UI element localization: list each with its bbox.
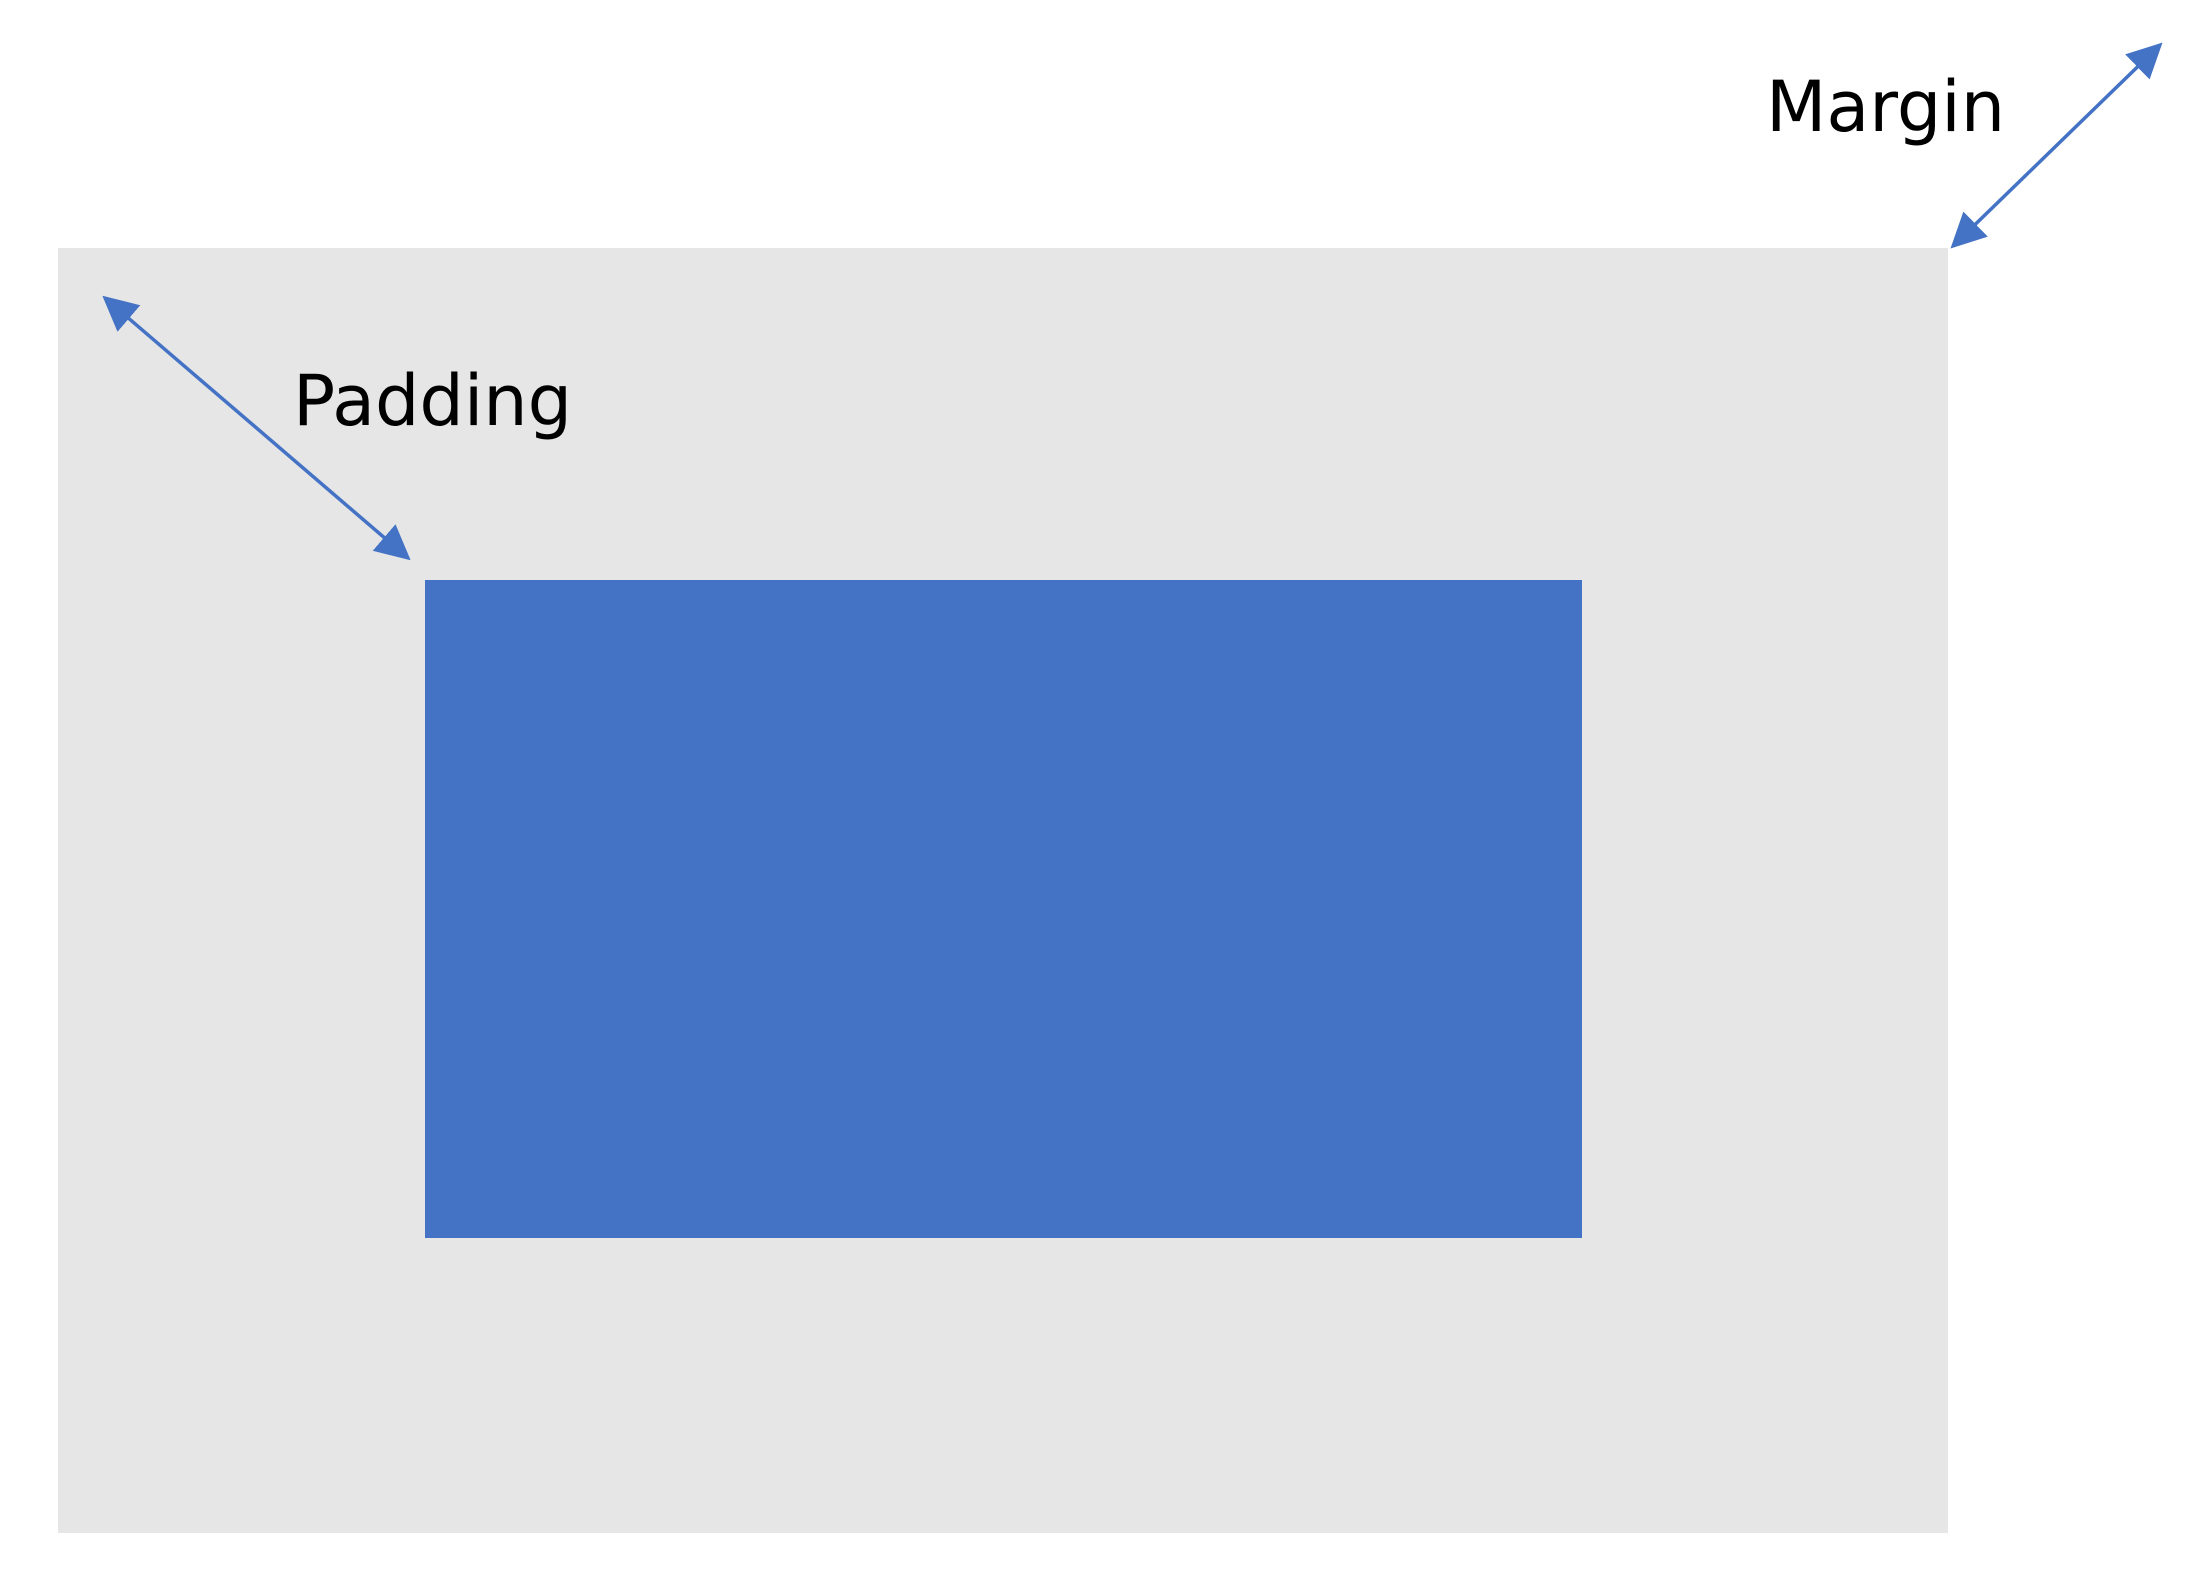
margin-label: Margin <box>1766 66 2006 148</box>
content-box <box>425 580 1582 1238</box>
padding-label: Padding <box>293 360 573 442</box>
